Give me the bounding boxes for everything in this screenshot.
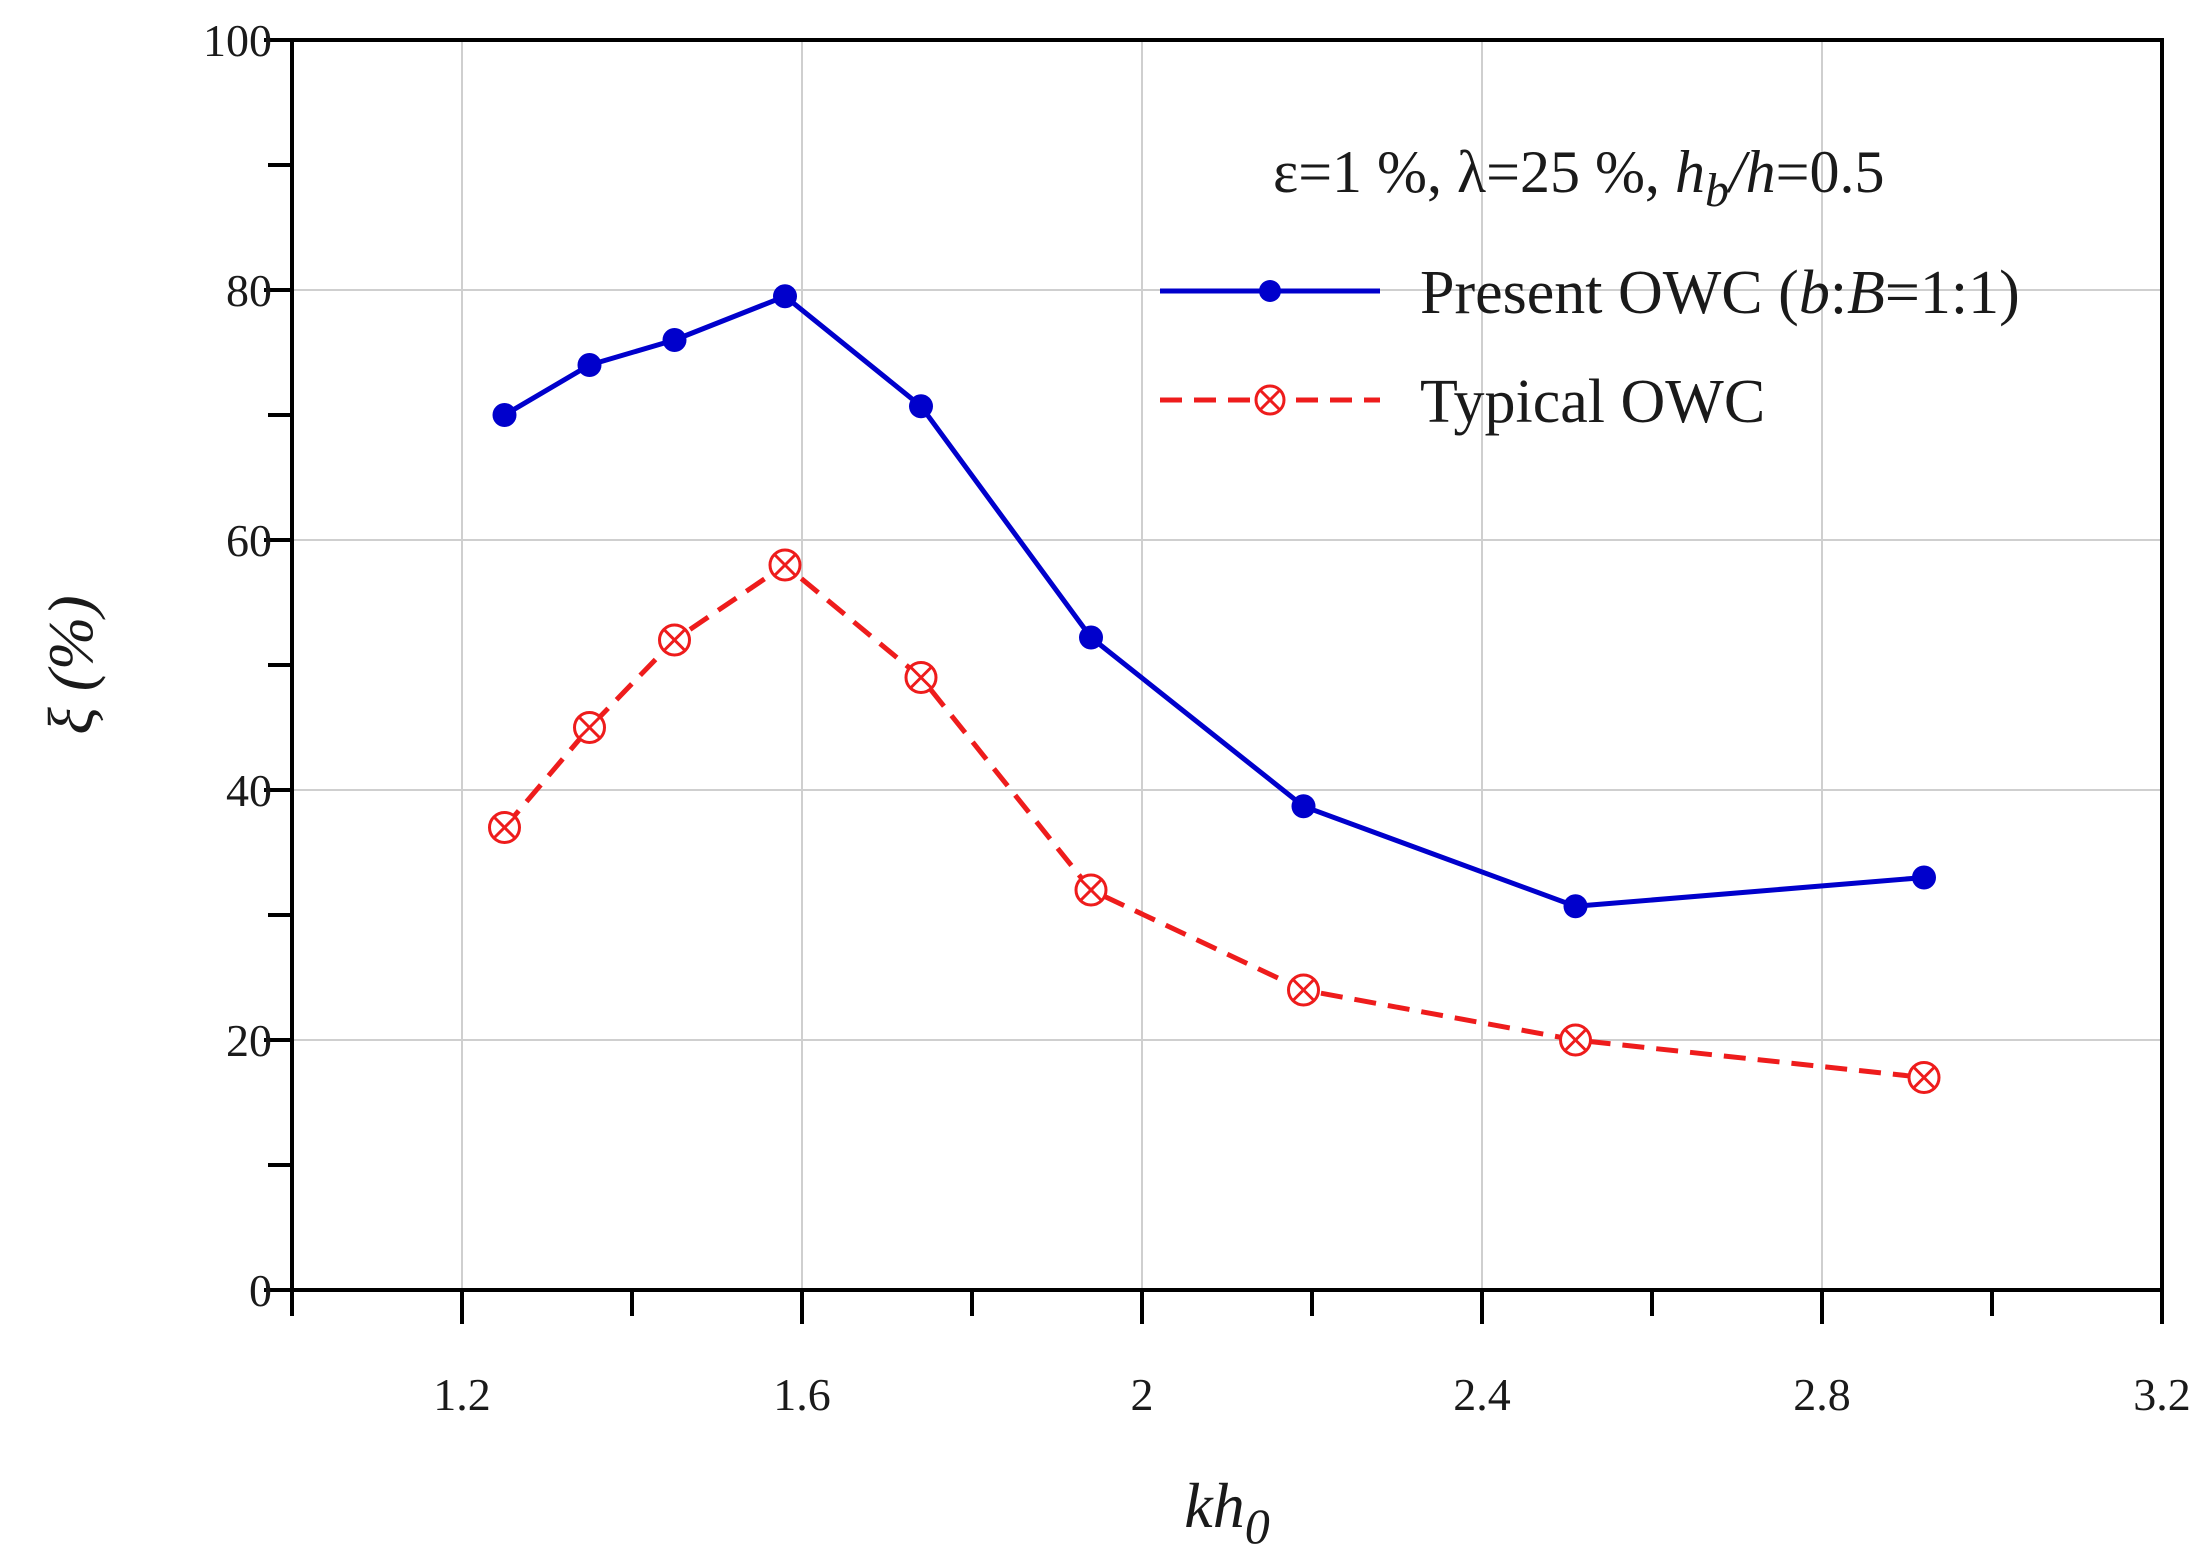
data-point: [492, 403, 517, 427]
x-tick-label: 2: [1131, 1369, 1154, 1420]
data-point: [1079, 625, 1103, 650]
legend-present-B: B: [1847, 259, 1885, 327]
x-tick-label: 1.2: [433, 1369, 491, 1420]
legend-label-typical: Typical OWC: [1420, 368, 1765, 436]
series-layer: [488, 284, 1941, 1094]
legend-marker-typical: [1254, 384, 1286, 416]
data-point: [909, 394, 933, 419]
axis-ticks: [264, 38, 2164, 1324]
data-point: [658, 623, 691, 657]
x-tick-label: 1.6: [773, 1369, 831, 1420]
data-point: [1907, 1061, 1941, 1094]
legend-present-prefix: Present OWC (: [1420, 259, 1799, 327]
data-point: [1074, 873, 1108, 907]
x-tick-label: 3.2: [2133, 1369, 2191, 1420]
y-tick-label: 20: [226, 1015, 272, 1066]
data-point: [1291, 794, 1316, 819]
data-point: [488, 811, 521, 844]
data-point: [1912, 865, 1936, 890]
data-point: [768, 548, 802, 582]
x-axis-title: kh0: [1184, 1470, 1269, 1551]
legend-present-suffix: =1:1): [1885, 259, 2020, 327]
data-point: [1559, 1023, 1592, 1057]
data-point: [1287, 973, 1320, 1007]
annotation-part-1: ε=1 %, λ=25 %,: [1273, 139, 1675, 205]
x-tick-label: 2.8: [1793, 1369, 1851, 1420]
x-axis-title-main: kh: [1184, 1470, 1244, 1541]
legend-present-colon: :: [1830, 259, 1847, 327]
y-tick-label: 100: [203, 15, 272, 66]
legend-present-b: b: [1799, 259, 1830, 327]
legend-marker-present: [1259, 280, 1281, 302]
annotation-slash-h: /h: [1726, 139, 1776, 205]
legend: Present OWC (b:B=1:1) Typical OWC: [1160, 259, 2020, 436]
annotation-b-subscript: b: [1705, 164, 1729, 217]
y-axis-title: ξ (%): [35, 595, 106, 734]
condition-annotation: ε=1 %, λ=25 %, hb/h=0.5: [1273, 139, 1884, 217]
data-point: [573, 711, 606, 744]
data-point: [662, 328, 687, 352]
y-tick-label: 0: [249, 1265, 272, 1316]
y-tick-label: 80: [226, 265, 272, 316]
y-tick-label: 40: [226, 765, 272, 816]
data-point: [577, 353, 602, 377]
data-point: [1563, 894, 1588, 919]
legend-label-present: Present OWC (b:B=1:1): [1420, 259, 2020, 327]
annotation-tail: =0.5: [1776, 139, 1885, 205]
tick-labels: 1.2 1.6 2 2.4 2.8 3.2 0 20 40 60 80 100: [203, 15, 2191, 1420]
y-tick-label: 60: [226, 515, 272, 566]
data-point: [773, 284, 797, 309]
data-point: [904, 661, 938, 694]
annotation-h: h: [1675, 139, 1705, 205]
x-axis-title-subscript: 0: [1245, 1498, 1270, 1551]
x-tick-label: 2.4: [1453, 1369, 1511, 1420]
